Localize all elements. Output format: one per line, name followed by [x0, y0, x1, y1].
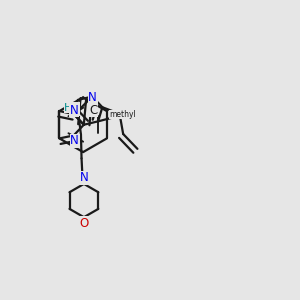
Text: N: N	[80, 172, 88, 184]
Text: O: O	[80, 217, 89, 230]
Text: N: N	[88, 91, 97, 103]
Text: methyl: methyl	[109, 110, 136, 119]
Text: N: N	[70, 102, 79, 115]
Text: C: C	[89, 104, 98, 117]
Text: N: N	[69, 104, 78, 117]
Text: H: H	[64, 103, 73, 113]
Text: N: N	[70, 134, 79, 147]
